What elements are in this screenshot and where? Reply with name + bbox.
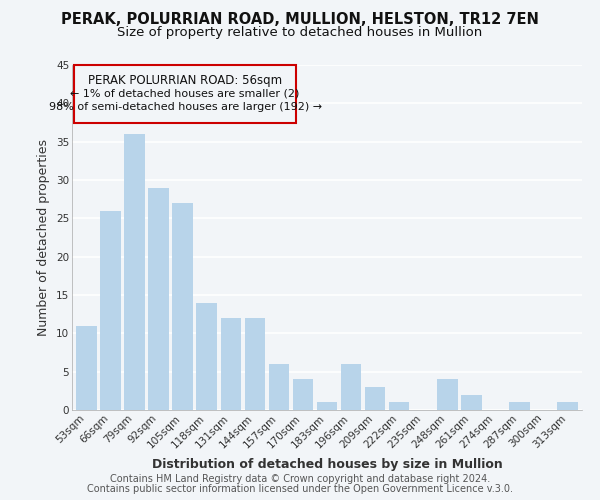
Bar <box>100 210 121 410</box>
Bar <box>509 402 530 410</box>
Bar <box>269 364 289 410</box>
Text: Size of property relative to detached houses in Mullion: Size of property relative to detached ho… <box>118 26 482 39</box>
Bar <box>148 188 169 410</box>
Bar <box>172 203 193 410</box>
Bar <box>196 302 217 410</box>
Bar <box>557 402 578 410</box>
Y-axis label: Number of detached properties: Number of detached properties <box>37 139 50 336</box>
Text: Contains public sector information licensed under the Open Government Licence v.: Contains public sector information licen… <box>87 484 513 494</box>
X-axis label: Distribution of detached houses by size in Mullion: Distribution of detached houses by size … <box>152 458 502 471</box>
Text: ← 1% of detached houses are smaller (2): ← 1% of detached houses are smaller (2) <box>70 88 300 98</box>
Bar <box>437 380 458 410</box>
Bar <box>389 402 409 410</box>
Bar <box>76 326 97 410</box>
Bar <box>245 318 265 410</box>
Text: 98% of semi-detached houses are larger (192) →: 98% of semi-detached houses are larger (… <box>49 102 322 112</box>
Bar <box>341 364 361 410</box>
Bar <box>365 387 385 410</box>
Bar <box>221 318 241 410</box>
Bar <box>317 402 337 410</box>
Text: PERAK POLURRIAN ROAD: 56sqm: PERAK POLURRIAN ROAD: 56sqm <box>88 74 282 87</box>
Bar <box>124 134 145 410</box>
Bar <box>461 394 482 410</box>
Bar <box>74 65 296 122</box>
Text: Contains HM Land Registry data © Crown copyright and database right 2024.: Contains HM Land Registry data © Crown c… <box>110 474 490 484</box>
Bar <box>293 380 313 410</box>
Text: PERAK, POLURRIAN ROAD, MULLION, HELSTON, TR12 7EN: PERAK, POLURRIAN ROAD, MULLION, HELSTON,… <box>61 12 539 28</box>
